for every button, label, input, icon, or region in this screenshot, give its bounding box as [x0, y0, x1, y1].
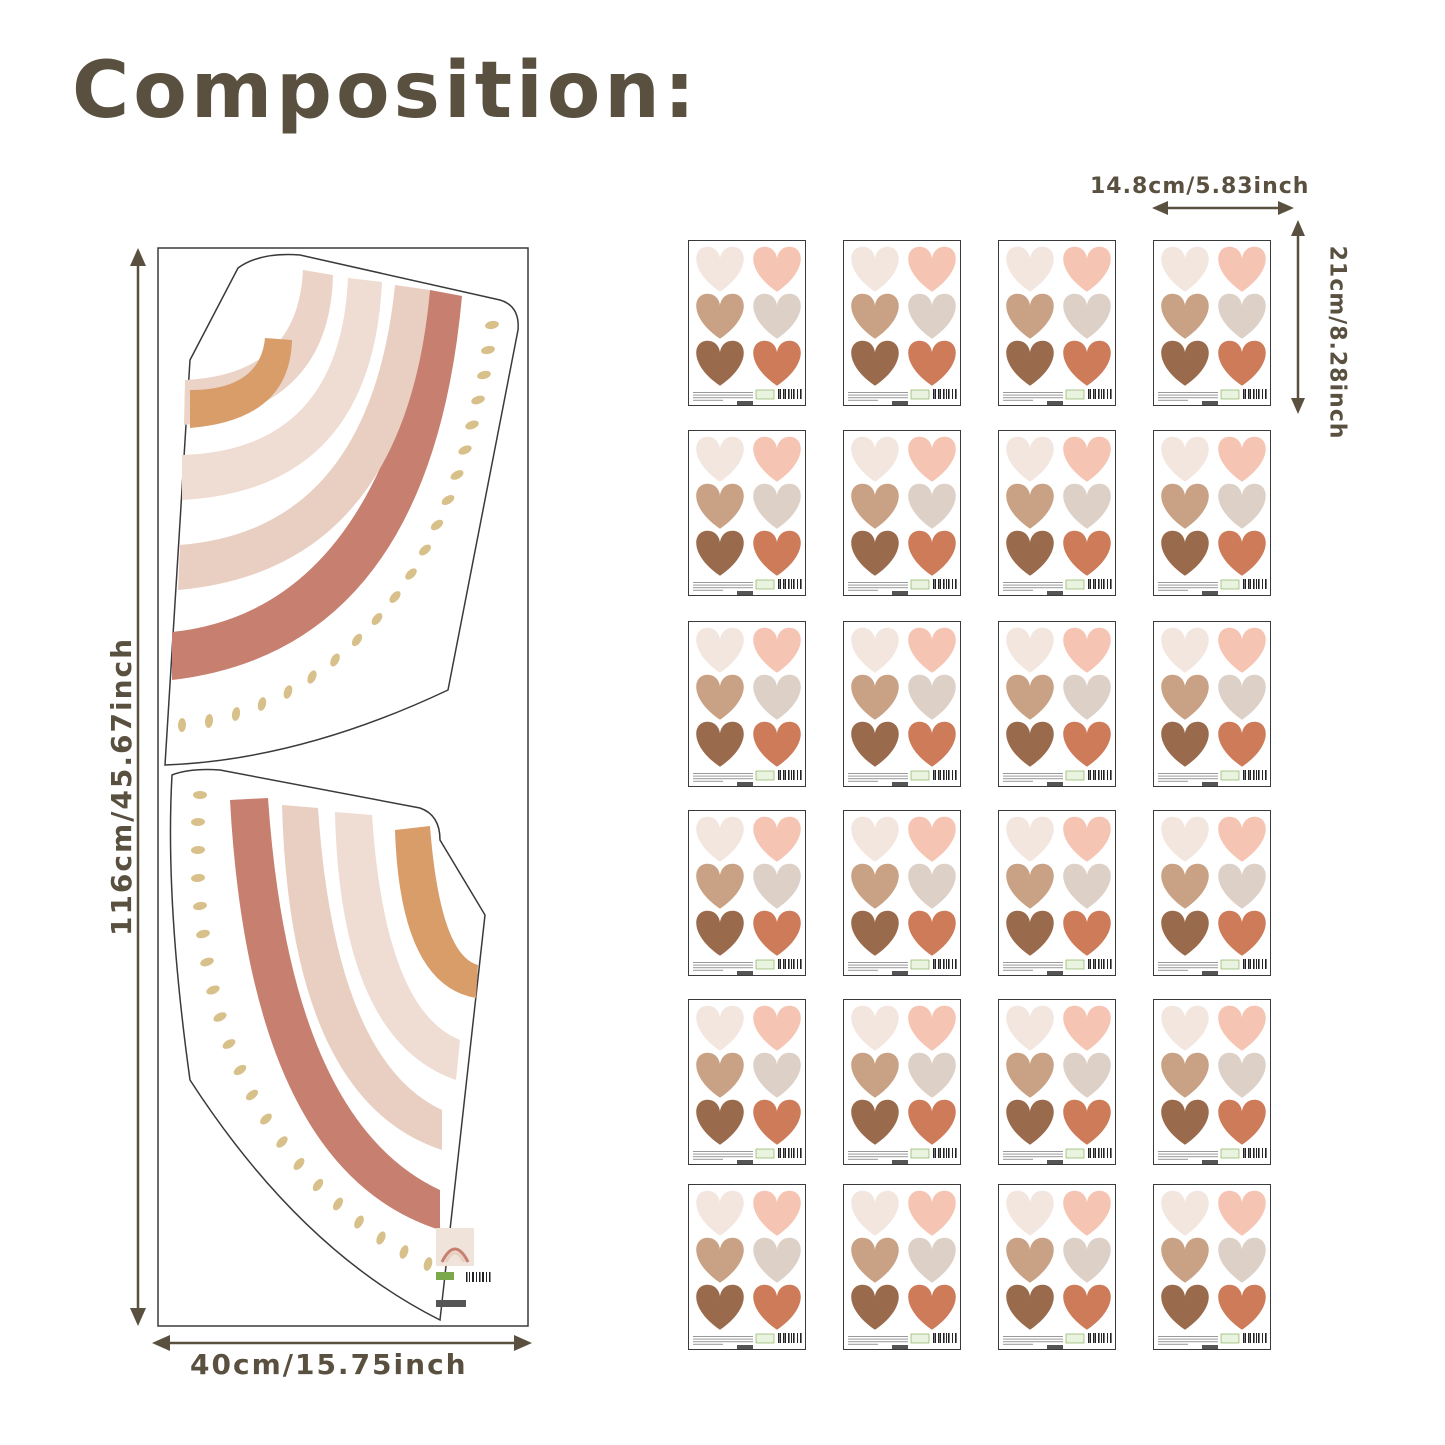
heart-sticker-sheet [688, 999, 806, 1165]
rainbow-upper-band-light-2 [184, 270, 333, 425]
rainbow-lower-band-pink [282, 805, 442, 1150]
large-sheet-product-label [436, 1228, 491, 1307]
heart-sheet-art [693, 816, 802, 975]
heart-sticker-sheet [1153, 810, 1271, 976]
heart-sticker-sheet [843, 999, 961, 1165]
rainbow-upper-band-ochre [190, 338, 292, 428]
heart-sheet-art [1158, 246, 1267, 405]
rainbow-lower-band-light [335, 812, 460, 1080]
small-height-arrow [1291, 220, 1305, 414]
heart-sheet-art [1003, 816, 1112, 975]
heart-sheet-art [1158, 1005, 1267, 1164]
heart-sticker-sheet [1153, 999, 1271, 1165]
heart-sheet-art [1003, 1190, 1112, 1349]
heart-sticker-sheet [843, 240, 961, 406]
heart-sheet-art [693, 1005, 802, 1164]
heart-sticker-sheet [688, 810, 806, 976]
heart-sheet-art [1158, 627, 1267, 786]
large-height-arrow [130, 248, 146, 1326]
rainbow-lower-band-terracotta [230, 798, 440, 1230]
heart-sticker-sheet [688, 240, 806, 406]
small-width-label: 14.8cm/5.83inch [1090, 174, 1310, 199]
heart-sticker-sheet [1153, 240, 1271, 406]
heart-sheet-art [848, 1190, 957, 1349]
heart-sheet-art [1158, 436, 1267, 595]
rainbow-piece-lower [169, 768, 486, 1322]
heart-sticker-sheet [998, 999, 1116, 1165]
heart-sheet-art [1003, 627, 1112, 786]
rainbow-lower-band-ochre [395, 826, 478, 998]
small-width-arrow [1152, 201, 1294, 215]
large-width-label: 40cm/15.75inch [190, 1348, 468, 1381]
heart-sticker-sheet [998, 240, 1116, 406]
heart-sheet-art [1003, 246, 1112, 405]
heart-sticker-sheet [1153, 430, 1271, 596]
heart-sticker-sheet [688, 430, 806, 596]
heart-sheet-art [1003, 436, 1112, 595]
rainbow-upper-dots [177, 320, 499, 732]
rainbow-lower-dots [191, 791, 433, 1271]
heart-sticker-sheet [843, 430, 961, 596]
rainbow-upper-band-pink [178, 285, 430, 590]
heart-sticker-sheet [843, 1184, 961, 1350]
heart-sheet-art [693, 436, 802, 595]
heart-sheet-art [1003, 1005, 1112, 1164]
heart-sheet-art [848, 627, 957, 786]
heart-sheet-art [848, 1005, 957, 1164]
heart-sticker-sheet [688, 1184, 806, 1350]
heart-sticker-sheet [843, 621, 961, 787]
heart-sticker-sheet [688, 621, 806, 787]
heart-sticker-sheet [998, 621, 1116, 787]
heart-sheet-art [848, 816, 957, 975]
rainbow-upper-band-light-1 [182, 278, 382, 500]
heart-sticker-sheet [998, 430, 1116, 596]
heart-sheet-art [693, 1190, 802, 1349]
large-sheet-outline [157, 247, 529, 1327]
heart-sheet-art [693, 627, 802, 786]
rainbow-upper-band-terracotta [172, 290, 462, 680]
heart-sheet-art [848, 436, 957, 595]
rainbow-piece-upper [164, 253, 519, 766]
page-title: Composition: [72, 46, 700, 136]
heart-sticker-sheet [843, 810, 961, 976]
heart-sheet-art [1158, 1190, 1267, 1349]
heart-sheet-art [693, 246, 802, 405]
heart-sticker-sheet [1153, 621, 1271, 787]
heart-sticker-sheet [1153, 1184, 1271, 1350]
heart-sheet-art [1158, 816, 1267, 975]
large-width-arrow [152, 1335, 532, 1351]
heart-sticker-sheet [998, 1184, 1116, 1350]
heart-sheet-art [848, 246, 957, 405]
heart-sticker-sheet [998, 810, 1116, 976]
